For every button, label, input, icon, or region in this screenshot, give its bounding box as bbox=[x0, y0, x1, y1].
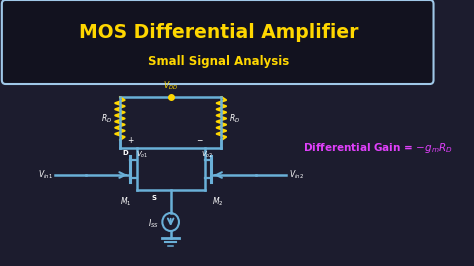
Text: $V_{in2}$: $V_{in2}$ bbox=[289, 169, 304, 181]
Text: Differential Gain = $-g_m R_D$: Differential Gain = $-g_m R_D$ bbox=[302, 141, 453, 155]
Text: $I_{SS}$: $I_{SS}$ bbox=[148, 218, 159, 230]
Text: −: − bbox=[196, 136, 202, 145]
Text: S: S bbox=[152, 195, 156, 201]
FancyBboxPatch shape bbox=[2, 0, 434, 84]
Text: $M_2$: $M_2$ bbox=[212, 196, 223, 209]
Text: D: D bbox=[123, 150, 128, 156]
Text: $V_{o1}$: $V_{o1}$ bbox=[136, 150, 148, 160]
Text: MOS Differential Amplifier: MOS Differential Amplifier bbox=[79, 23, 358, 41]
Text: $V_{in1}$: $V_{in1}$ bbox=[37, 169, 53, 181]
Text: $M_1$: $M_1$ bbox=[120, 196, 131, 209]
Text: $V_{DD}$: $V_{DD}$ bbox=[163, 80, 178, 92]
Text: $R_D$: $R_D$ bbox=[101, 112, 113, 125]
Text: +: + bbox=[127, 136, 133, 145]
Text: Small Signal Analysis: Small Signal Analysis bbox=[148, 56, 289, 69]
Text: $R_D$: $R_D$ bbox=[228, 112, 240, 125]
Text: $V_{o2}$: $V_{o2}$ bbox=[201, 150, 213, 160]
